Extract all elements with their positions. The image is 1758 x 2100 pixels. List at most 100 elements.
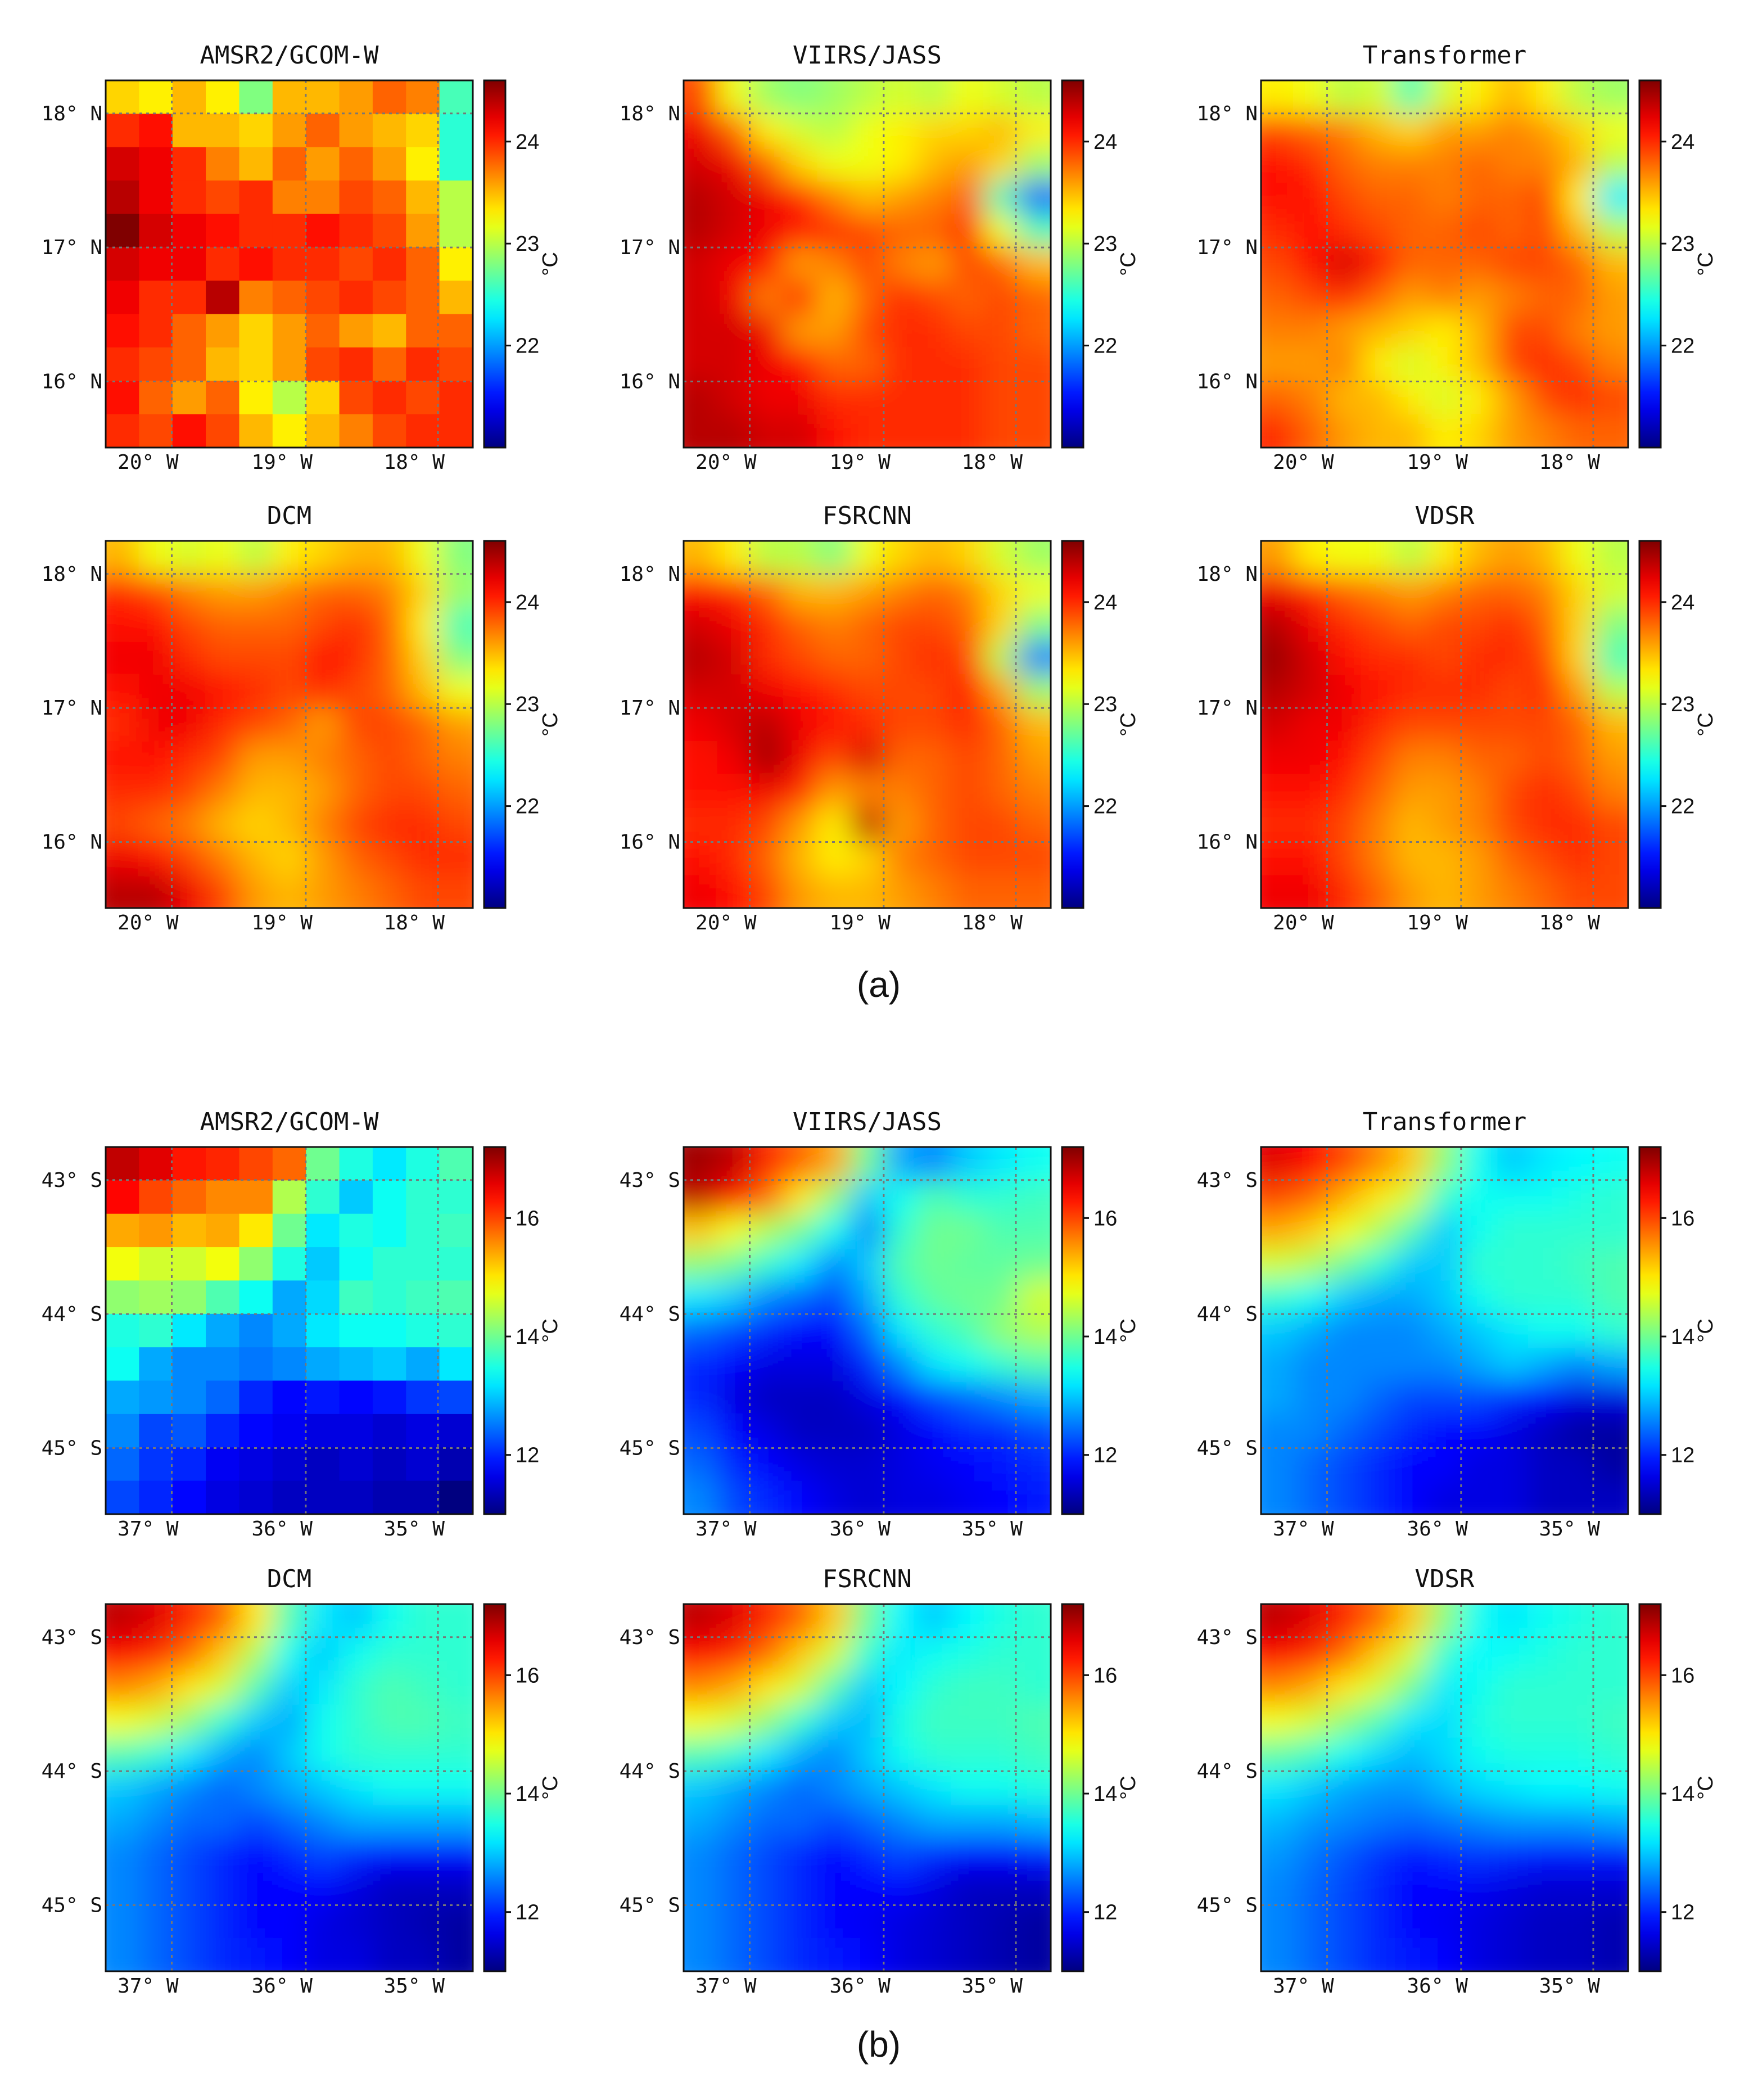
heatmap-cell — [1361, 1480, 1395, 1514]
heatmap-cell — [306, 1604, 340, 1638]
heatmap-cell — [817, 1380, 851, 1415]
heatmap-cell — [1361, 674, 1395, 708]
heatmap-cell — [1361, 1213, 1395, 1248]
heatmap-cell — [1561, 1771, 1596, 1805]
heatmap-cell — [139, 80, 173, 115]
heatmap-cell — [272, 1213, 307, 1248]
heatmap-cell — [1327, 874, 1362, 908]
lon-tick-label: 35° W — [962, 1518, 1023, 1541]
heatmap-cell — [984, 314, 1018, 348]
heatmap-cell — [817, 1837, 851, 1872]
heatmap-cell — [884, 1480, 918, 1514]
heatmap-cell — [272, 347, 307, 382]
heatmap-cell — [306, 414, 340, 448]
heatmap-cell — [106, 414, 140, 448]
heatmap-cell — [1327, 1704, 1362, 1738]
heatmap-cell — [1394, 1771, 1429, 1805]
heatmap-cell — [1327, 1147, 1362, 1181]
heatmap-cell — [172, 807, 207, 842]
heatmap-cell — [884, 1604, 918, 1638]
colorbar-tick-label: 12 — [516, 1444, 539, 1467]
heatmap-cell — [1361, 1347, 1395, 1381]
heatmap-cell — [239, 1347, 273, 1381]
heatmap-cell — [372, 147, 407, 182]
heatmap-cell — [339, 1280, 373, 1315]
heatmap-cell — [372, 1804, 407, 1839]
heatmap-cell — [1527, 1247, 1562, 1281]
heatmap-cell — [1394, 774, 1429, 809]
heatmap-cell — [1394, 1637, 1429, 1672]
heatmap-cell — [139, 1413, 173, 1448]
heatmap-cell — [1494, 1313, 1529, 1348]
map-frame — [1260, 79, 1629, 449]
lon-tick-label: 36° W — [1407, 1518, 1468, 1541]
panel-title: DCM — [267, 1565, 311, 1593]
heatmap-cell — [1017, 180, 1051, 215]
heatmap-cell — [1017, 281, 1051, 315]
heatmap-cell — [1427, 674, 1462, 708]
heatmap-cell — [717, 1447, 751, 1482]
heatmap-cell — [306, 1247, 340, 1281]
heatmap-cell — [784, 774, 818, 809]
heatmap-cell — [1527, 1938, 1562, 1971]
heatmap-cell — [1527, 741, 1562, 775]
lat-tick-label: 18° N — [42, 102, 102, 125]
heatmap-cell — [239, 1938, 273, 1971]
heatmap-cell — [1561, 114, 1596, 148]
heatmap-cell — [1494, 147, 1529, 182]
heatmap-cell — [1394, 1604, 1429, 1638]
heatmap-cell — [406, 247, 440, 282]
heatmap-cell — [1394, 1837, 1429, 1872]
heatmap-cell — [884, 381, 918, 415]
heatmap-cell — [1494, 1480, 1529, 1514]
lat-tick-label: 45° S — [1197, 1894, 1258, 1917]
heatmap-cell — [884, 1413, 918, 1448]
heatmap-cell — [1261, 874, 1295, 908]
heatmap-cell — [984, 347, 1018, 382]
heatmap-cell — [1527, 1904, 1562, 1939]
heatmap-cell — [139, 1604, 173, 1638]
heatmap-cell — [406, 574, 440, 608]
heatmap-cell — [1561, 247, 1596, 282]
heatmap-cell — [1261, 841, 1295, 875]
heatmap-cell — [206, 641, 240, 675]
heatmap-cell — [1261, 1447, 1295, 1482]
heatmap-cell — [1527, 574, 1562, 608]
heatmap-cell — [272, 741, 307, 775]
heatmap-cell — [1427, 147, 1462, 182]
heatmap-cell — [684, 807, 718, 842]
heatmap-cell — [339, 1604, 373, 1638]
heatmap-cell — [372, 347, 407, 382]
heatmap-cell — [917, 1413, 951, 1448]
heatmap-cell — [817, 1938, 851, 1971]
heatmap-cell — [684, 607, 718, 642]
heatmap-cell — [1427, 214, 1462, 248]
heatmap-cell — [684, 1213, 718, 1248]
heatmap-cell — [684, 80, 718, 115]
heatmap-cell — [850, 381, 885, 415]
heatmap-cell — [717, 1180, 751, 1214]
heatmap-cell — [1361, 1180, 1395, 1214]
heatmap-cell — [1017, 314, 1051, 348]
heatmap-cell — [717, 1213, 751, 1248]
heatmap-cell — [306, 214, 340, 248]
heatmap-cell — [1017, 1704, 1051, 1738]
heatmap-cell — [950, 381, 985, 415]
heatmap-cell — [1461, 707, 1495, 742]
heatmap-cell — [206, 214, 240, 248]
heatmap-cell — [1327, 1904, 1362, 1939]
heatmap-cell — [1327, 707, 1362, 742]
heatmap-cell — [1461, 1904, 1495, 1939]
heatmap-cell — [1327, 1413, 1362, 1448]
heatmap-cell — [139, 314, 173, 348]
heatmap-cell — [717, 1480, 751, 1514]
lat-tick-label: 18° N — [620, 102, 680, 125]
heatmap-cell — [917, 807, 951, 842]
heatmap-cell — [372, 180, 407, 215]
heatmap-cell — [750, 180, 785, 215]
heatmap-cell — [1461, 674, 1495, 708]
heatmap-cell — [339, 874, 373, 908]
heatmap-cell — [406, 1380, 440, 1415]
colorbar — [1638, 1146, 1662, 1515]
